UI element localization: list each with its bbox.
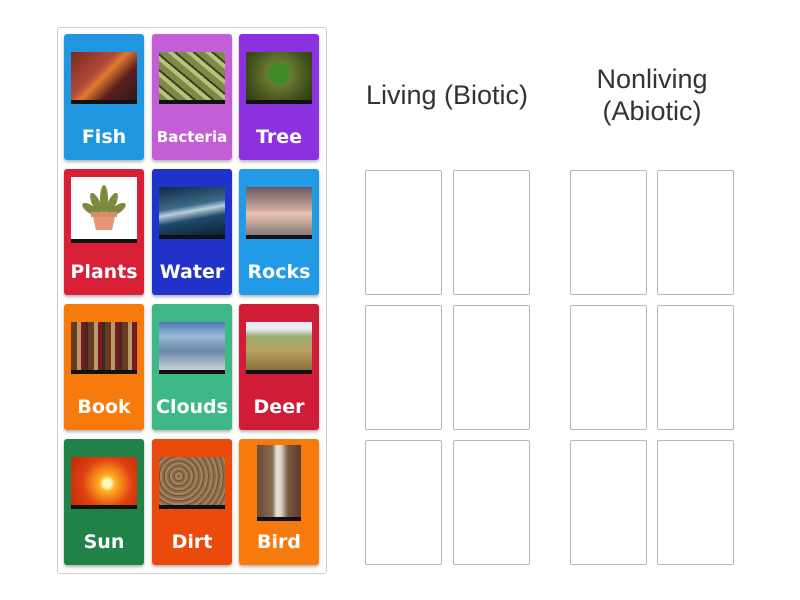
- bacteria-photo: [159, 52, 225, 104]
- nonliving-drop-slot[interactable]: [657, 305, 734, 430]
- card-label: Deer: [253, 396, 305, 418]
- books-photo: [71, 322, 137, 374]
- nonliving-drop-slot[interactable]: [657, 440, 734, 565]
- card-label: Clouds: [156, 396, 228, 418]
- heading-line-1: Nonliving: [596, 64, 708, 94]
- heading-line-2: (Abiotic): [602, 96, 702, 126]
- living-drop-slot[interactable]: [365, 440, 442, 565]
- group-heading-living: Living (Biotic): [365, 80, 529, 110]
- deer-photo: [246, 322, 312, 374]
- card-label: Sun: [83, 531, 125, 553]
- card-label: Bacteria: [156, 128, 228, 146]
- card-dirt[interactable]: Dirt: [152, 439, 232, 565]
- card-plants[interactable]: Plants: [64, 169, 144, 295]
- living-drop-slot[interactable]: [365, 170, 442, 295]
- card-deer[interactable]: Deer: [239, 304, 319, 430]
- card-label: Bird: [257, 531, 301, 553]
- card-label: Water: [159, 261, 225, 283]
- living-drop-slot[interactable]: [365, 305, 442, 430]
- clownfish-photo: [71, 52, 137, 104]
- group-heading-nonliving: Nonliving (Abiotic): [550, 63, 754, 127]
- card-label: Plants: [70, 261, 138, 283]
- card-bacteria[interactable]: Bacteria: [152, 34, 232, 160]
- tree-photo: [246, 52, 312, 104]
- dirt-photo: [159, 457, 225, 509]
- living-drop-slot[interactable]: [453, 440, 530, 565]
- card-label: Tree: [255, 126, 302, 148]
- card-water[interactable]: Water: [152, 169, 232, 295]
- card-label: Rocks: [247, 261, 311, 283]
- card-clouds[interactable]: Clouds: [152, 304, 232, 430]
- living-drop-slot[interactable]: [453, 170, 530, 295]
- booby-bird-photo: [257, 445, 301, 521]
- ocean-wave-photo: [159, 187, 225, 239]
- potted-plant-illustration: [71, 177, 137, 243]
- sunset-photo: [71, 457, 137, 509]
- card-fish[interactable]: Fish: [64, 34, 144, 160]
- card-label: Book: [77, 396, 131, 418]
- rocks-lake-photo: [246, 187, 312, 239]
- card-label: Dirt: [171, 531, 213, 553]
- card-rocks[interactable]: Rocks: [239, 169, 319, 295]
- card-book[interactable]: Book: [64, 304, 144, 430]
- nonliving-drop-slot[interactable]: [657, 170, 734, 295]
- clouds-photo: [159, 322, 225, 374]
- nonliving-drop-slot[interactable]: [570, 305, 647, 430]
- potted-plant-icon: [82, 185, 126, 230]
- living-drop-slot[interactable]: [453, 305, 530, 430]
- nonliving-drop-slot[interactable]: [570, 170, 647, 295]
- nonliving-drop-slot[interactable]: [570, 440, 647, 565]
- card-bird[interactable]: Bird: [239, 439, 319, 565]
- card-sun[interactable]: Sun: [64, 439, 144, 565]
- card-label: Fish: [81, 126, 127, 148]
- card-tree[interactable]: Tree: [239, 34, 319, 160]
